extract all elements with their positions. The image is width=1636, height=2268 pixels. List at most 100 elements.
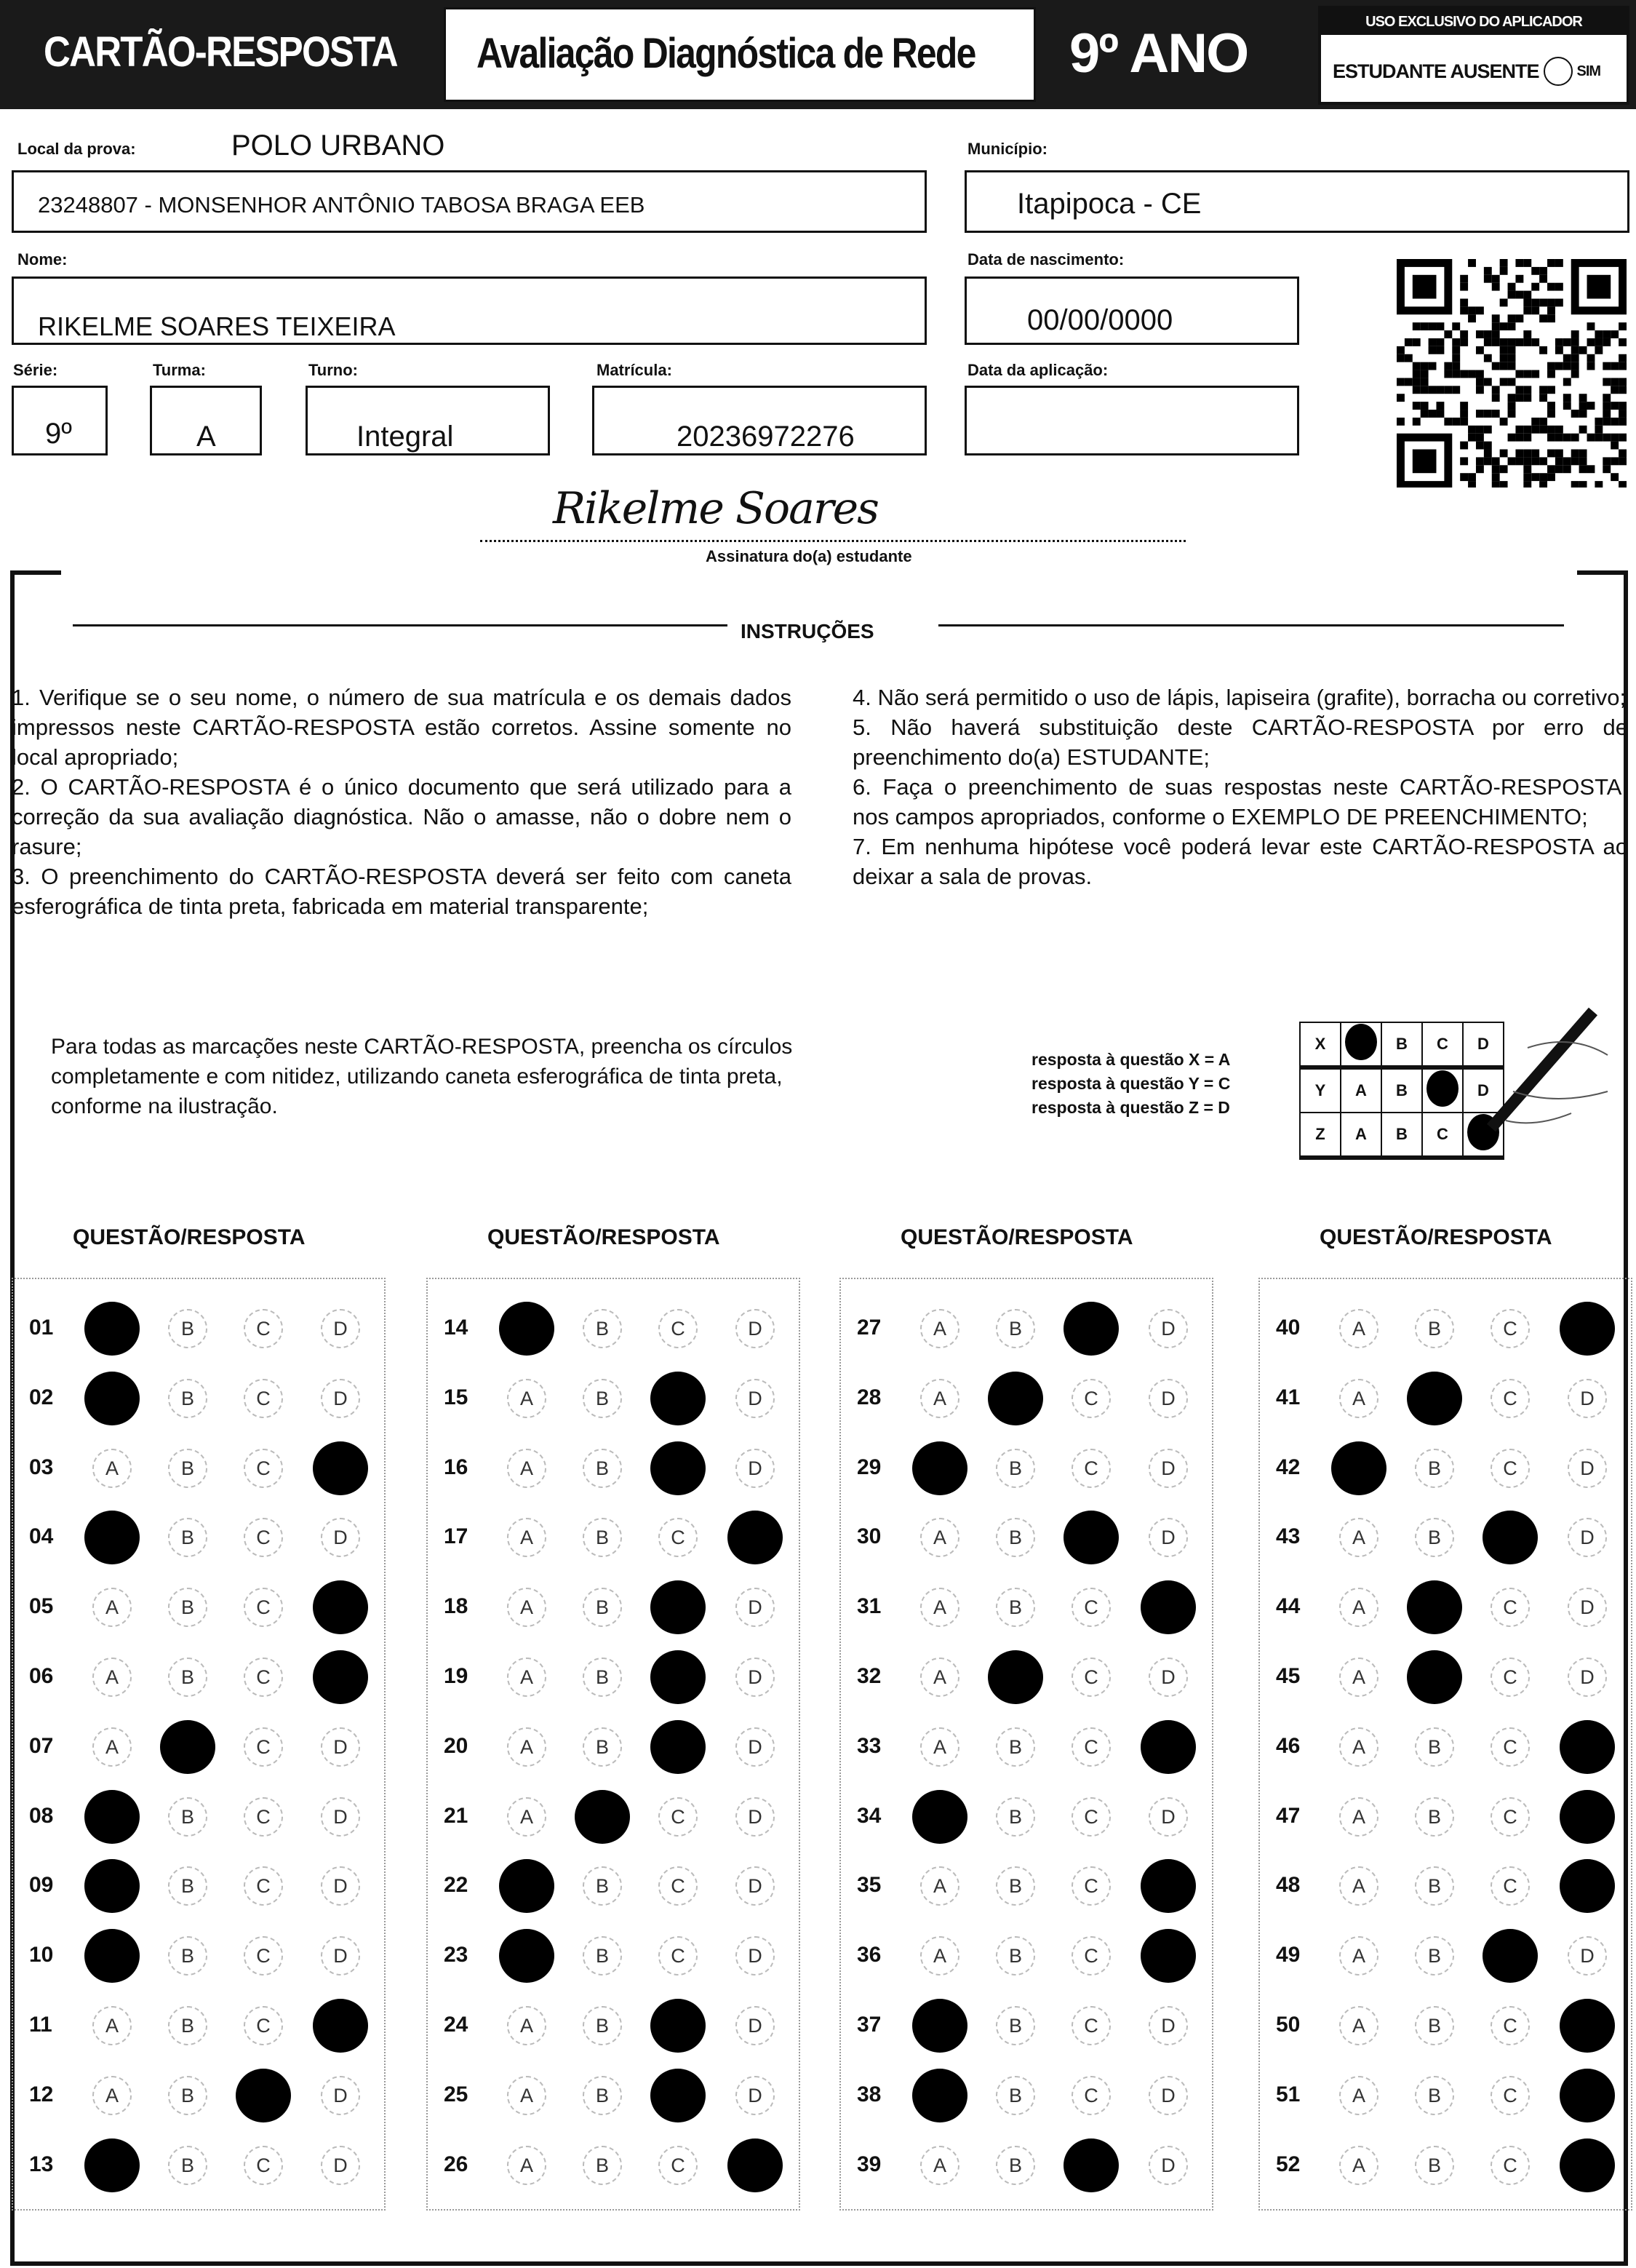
answer-bubble[interactable]: C <box>244 1936 283 1976</box>
answer-bubble-filled[interactable] <box>1560 2138 1615 2192</box>
answer-bubble-filled[interactable] <box>912 1789 967 1844</box>
answer-bubble[interactable]: C <box>1491 1309 1530 1348</box>
answer-bubble[interactable]: D <box>735 1309 775 1348</box>
answer-bubble[interactable]: A <box>920 1378 959 1418</box>
answer-bubble[interactable]: B <box>996 1866 1035 1906</box>
answer-bubble-filled[interactable] <box>1560 1789 1615 1844</box>
answer-bubble[interactable]: D <box>1568 1936 1607 1976</box>
answer-bubble-filled[interactable] <box>1141 1719 1196 1774</box>
answer-bubble[interactable]: C <box>244 1658 283 1697</box>
answer-bubble-filled[interactable] <box>1064 1302 1119 1356</box>
answer-bubble[interactable]: C <box>1491 1797 1530 1837</box>
answer-bubble[interactable]: C <box>658 2145 698 2185</box>
answer-bubble-filled[interactable] <box>727 1511 783 1565</box>
answer-bubble[interactable]: C <box>658 1309 698 1348</box>
answer-bubble[interactable]: C <box>1072 1727 1111 1767</box>
answer-bubble[interactable]: D <box>321 1309 360 1348</box>
answer-bubble-filled[interactable] <box>1064 1511 1119 1565</box>
answer-bubble[interactable]: A <box>920 2145 959 2185</box>
answer-bubble-filled[interactable] <box>84 1371 140 1425</box>
answer-bubble[interactable]: C <box>1072 1797 1111 1837</box>
answer-bubble-filled[interactable] <box>499 1929 554 1983</box>
answer-bubble[interactable]: D <box>735 1378 775 1418</box>
answer-bubble[interactable]: A <box>507 1797 546 1837</box>
answer-bubble[interactable]: B <box>168 1378 207 1418</box>
answer-bubble[interactable]: A <box>1339 1518 1378 1558</box>
answer-bubble[interactable]: C <box>1072 1448 1111 1488</box>
answer-bubble[interactable]: B <box>1415 2075 1454 2115</box>
answer-bubble[interactable]: C <box>1491 2006 1530 2045</box>
answer-bubble-filled[interactable] <box>1141 1859 1196 1914</box>
answer-bubble-filled[interactable] <box>650 1441 706 1495</box>
answer-bubble[interactable]: B <box>996 1727 1035 1767</box>
answer-bubble-filled[interactable] <box>1407 1580 1462 1635</box>
answer-bubble[interactable]: B <box>1415 2006 1454 2045</box>
answer-bubble-filled[interactable] <box>1407 1371 1462 1425</box>
answer-bubble[interactable]: A <box>1339 1866 1378 1906</box>
answer-bubble[interactable]: C <box>244 2006 283 2045</box>
answer-bubble-filled[interactable] <box>84 1789 140 1844</box>
answer-bubble[interactable]: C <box>244 1588 283 1628</box>
answer-bubble-filled[interactable] <box>84 1859 140 1914</box>
answer-bubble[interactable]: C <box>658 1866 698 1906</box>
answer-bubble[interactable]: B <box>168 1588 207 1628</box>
answer-bubble[interactable]: C <box>244 1309 283 1348</box>
answer-bubble[interactable]: C <box>1072 2075 1111 2115</box>
answer-bubble[interactable]: B <box>1415 1309 1454 1348</box>
answer-bubble[interactable]: D <box>1149 2145 1188 2185</box>
answer-bubble[interactable]: B <box>583 1518 622 1558</box>
answer-bubble-filled[interactable] <box>84 1511 140 1565</box>
answer-bubble[interactable]: D <box>1568 1448 1607 1488</box>
answer-bubble[interactable]: C <box>1072 1936 1111 1976</box>
answer-bubble[interactable]: A <box>507 1518 546 1558</box>
answer-bubble[interactable]: C <box>1491 1378 1530 1418</box>
answer-bubble[interactable]: B <box>168 1448 207 1488</box>
answer-bubble[interactable]: A <box>1339 1309 1378 1348</box>
answer-bubble[interactable]: A <box>507 2075 546 2115</box>
answer-bubble[interactable]: A <box>1339 1658 1378 1697</box>
answer-bubble[interactable]: B <box>583 2075 622 2115</box>
answer-bubble[interactable]: A <box>920 1309 959 1348</box>
answer-bubble[interactable]: A <box>507 1448 546 1488</box>
answer-bubble[interactable]: B <box>996 2006 1035 2045</box>
answer-bubble[interactable]: B <box>583 1448 622 1488</box>
answer-bubble[interactable]: A <box>1339 1727 1378 1767</box>
answer-bubble[interactable]: A <box>92 2075 132 2115</box>
answer-bubble[interactable]: A <box>507 1658 546 1697</box>
answer-bubble[interactable]: D <box>1568 1378 1607 1418</box>
answer-bubble[interactable]: D <box>735 1936 775 1976</box>
answer-bubble[interactable]: B <box>1415 1797 1454 1837</box>
answer-bubble[interactable]: D <box>735 1797 775 1837</box>
answer-bubble-filled[interactable] <box>313 1650 368 1704</box>
answer-bubble[interactable]: B <box>996 1309 1035 1348</box>
answer-bubble[interactable]: C <box>1491 1727 1530 1767</box>
answer-bubble[interactable]: D <box>1149 1797 1188 1837</box>
answer-bubble[interactable]: D <box>735 1658 775 1697</box>
answer-bubble[interactable]: B <box>583 1866 622 1906</box>
answer-bubble[interactable]: B <box>583 1936 622 1976</box>
answer-bubble[interactable]: D <box>735 1727 775 1767</box>
answer-bubble-filled[interactable] <box>313 1441 368 1495</box>
answer-bubble-filled[interactable] <box>1141 1929 1196 1983</box>
answer-bubble-filled[interactable] <box>1483 1929 1538 1983</box>
answer-bubble[interactable]: B <box>168 2006 207 2045</box>
answer-bubble[interactable]: B <box>1415 2145 1454 2185</box>
answer-bubble[interactable]: A <box>92 1588 132 1628</box>
answer-bubble[interactable]: A <box>92 2006 132 2045</box>
answer-bubble[interactable]: B <box>583 2006 622 2045</box>
answer-bubble[interactable]: C <box>244 1518 283 1558</box>
answer-bubble[interactable]: C <box>658 1797 698 1837</box>
answer-bubble[interactable]: D <box>321 1936 360 1976</box>
answer-bubble[interactable]: A <box>920 1588 959 1628</box>
answer-bubble[interactable]: D <box>1568 1658 1607 1697</box>
answer-bubble[interactable]: D <box>735 1866 775 1906</box>
answer-bubble-filled[interactable] <box>1483 1511 1538 1565</box>
answer-bubble[interactable]: B <box>996 2145 1035 2185</box>
answer-bubble-filled[interactable] <box>650 1580 706 1635</box>
answer-bubble-filled[interactable] <box>1560 1302 1615 1356</box>
answer-bubble[interactable]: C <box>244 2145 283 2185</box>
answer-bubble-filled[interactable] <box>84 1302 140 1356</box>
answer-bubble-filled[interactable] <box>988 1650 1043 1704</box>
answer-bubble[interactable]: B <box>583 1309 622 1348</box>
answer-bubble[interactable]: B <box>583 1378 622 1418</box>
